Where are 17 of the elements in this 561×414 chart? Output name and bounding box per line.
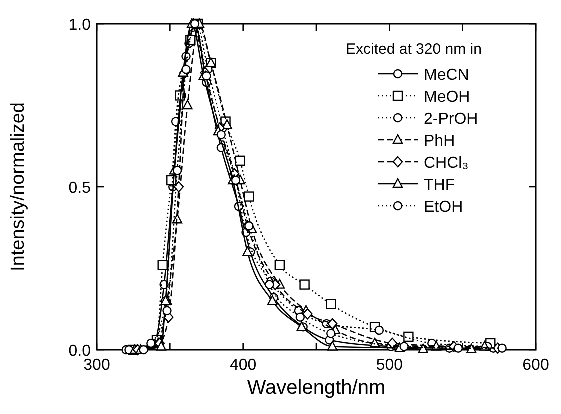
x-tick-label: 500 [376,357,404,374]
legend-label: 2-PrOH [424,111,478,128]
x-axis-title: Wavelength/nm [247,377,386,399]
legend-label: MeOH [424,89,470,106]
legend-label: MeCN [424,67,470,84]
x-tick-label: 400 [230,357,257,374]
y-axis-title: Intensity/normalized [8,102,29,272]
legend-label: EtOH [424,199,464,216]
legend-label: THF [424,177,456,194]
y-tick-label: 0.0 [68,343,92,360]
y-tick-label: 1.0 [68,17,92,34]
legend-label: PhH [424,133,456,150]
y-tick-label: 0.5 [68,180,92,197]
legend-label: CHCl₃ [424,155,469,172]
x-tick-label: 300 [84,357,110,374]
legend-title: Excited at 320 nm in [346,41,482,58]
x-tick-label: 600 [522,357,550,374]
